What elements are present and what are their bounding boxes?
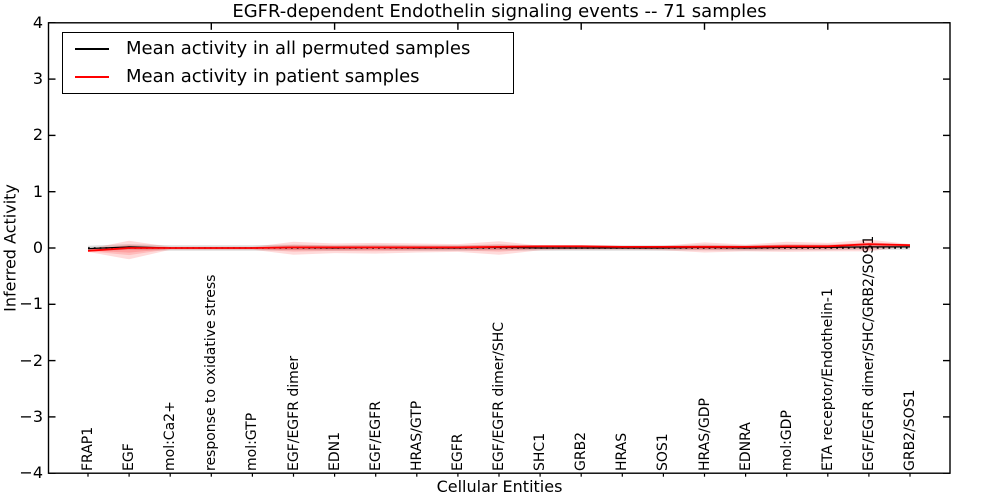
y-tick-label: 0 — [32, 238, 43, 257]
permuted-line-swatch — [75, 48, 109, 51]
y-tick-label: 3 — [32, 69, 43, 89]
y-tick-label: −2 — [19, 350, 43, 370]
chart-title: EGFR-dependent Endothelin signaling even… — [232, 1, 767, 22]
legend-label-permuted: Mean activity in all permuted samples — [126, 38, 471, 60]
y-tick-label: −1 — [19, 294, 43, 314]
legend: Mean activity in all permuted samples Me… — [62, 32, 514, 94]
patient-line-swatch — [75, 75, 109, 78]
patient-spread-band-layer-1 — [88, 242, 910, 256]
legend-label-patient: Mean activity in patient samples — [126, 65, 420, 87]
y-tick-label: −3 — [19, 406, 43, 426]
legend-item-patient: Mean activity in patient samples — [75, 66, 513, 88]
patient-spread-band-layer-0 — [88, 239, 910, 260]
y-tick-label: 4 — [32, 12, 43, 32]
y-tick-label: −4 — [19, 463, 43, 483]
x-axis-label: Cellular Entities — [436, 477, 563, 496]
patient-mean-line — [87, 243, 911, 252]
y-tick-label: 1 — [32, 181, 43, 201]
legend-item-permuted: Mean activity in all permuted samples — [75, 38, 513, 60]
y-tick-label: 2 — [32, 125, 43, 145]
